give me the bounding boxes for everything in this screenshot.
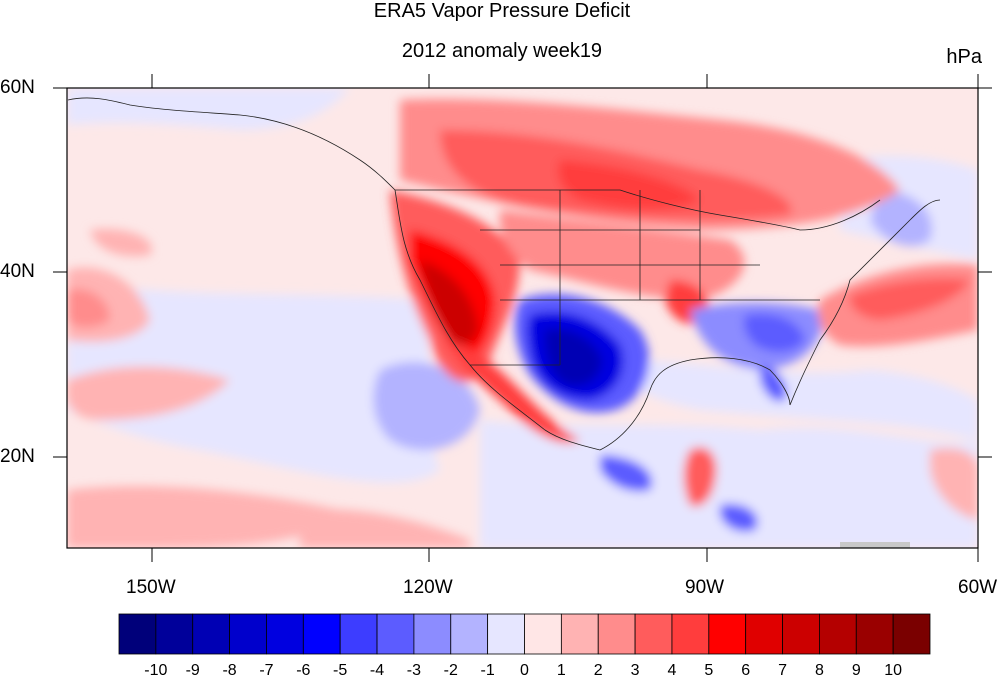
colorbar-swatch [634,613,673,655]
colorbar-swatch [782,613,820,655]
lon-label-120w: 120W [403,577,453,598]
colorbar-swatch [855,613,894,655]
lon-label-90w: 90W [685,577,725,598]
colorbar-tick-label: 9 [851,662,861,679]
colorbar-tick-label: 1 [556,662,566,679]
map-frame [66,87,979,549]
colorbar-swatch [118,613,157,655]
colorbar-tick-label: 3 [630,662,640,679]
colorbar-swatch [192,613,230,655]
colorbar-tick-label: -1 [480,662,495,679]
colorbar-tick-label: 5 [704,662,714,679]
colorbar-tick-label: -4 [369,662,385,679]
colorbar-swatch [487,613,525,655]
colorbar [118,613,931,655]
colorbar-swatch [450,613,489,655]
anomaly-field [67,88,978,548]
colorbar-swatch [671,613,710,655]
colorbar-swatch [413,613,452,655]
lat-label-40n: 40N [0,261,35,282]
colorbar-tick-label: -5 [333,662,348,679]
coastline-outline [67,97,941,451]
lat-label-60n: 60N [0,77,35,98]
colorbar-swatch [597,613,636,655]
colorbar-swatch [708,613,747,655]
colorbar-swatch [524,613,562,655]
colorbar-tick-label: 10 [884,662,903,679]
colorbar-tick-label: 7 [778,662,787,679]
colorbar-tick-label: -6 [296,662,311,679]
colorbar-swatch [376,613,415,655]
colorbar-tick-label: 2 [593,662,603,679]
colorbar-swatch [302,613,341,655]
colorbar-swatch [229,613,267,655]
colorbar-swatch [892,613,931,655]
colorbar-tick-label: -2 [443,662,458,679]
colorbar-swatch [155,613,194,655]
colorbar-tick-label: -9 [185,662,200,679]
colorbar-tick-label: -8 [222,662,237,679]
colorbar-swatch [560,613,599,655]
lat-label-20n: 20N [0,446,35,467]
colorbar-tick-label: -3 [406,662,422,679]
colorbar-tick-label: 4 [667,662,677,679]
colorbar-swatch [266,613,304,655]
lon-label-60w: 60W [958,577,998,598]
colorbar-tick-label: 6 [741,662,751,679]
colorbar-swatch [745,613,783,655]
colorbar-tick-label: -7 [259,662,274,679]
colorbar-tick-label: 0 [520,662,529,679]
colorbar-swatch [339,613,378,655]
axis-ticks [53,74,992,562]
colorbar-tick-label: 8 [814,662,824,679]
chart-subtitle: 2012 anomaly week19 [401,40,603,62]
lon-label-150w: 150W [126,577,176,598]
chart-title: ERA5 Vapor Pressure Deficit [373,0,631,22]
colorbar-tick-label: -10 [144,662,168,679]
units-label: hPa [946,46,982,68]
colorbar-swatch [819,613,857,655]
